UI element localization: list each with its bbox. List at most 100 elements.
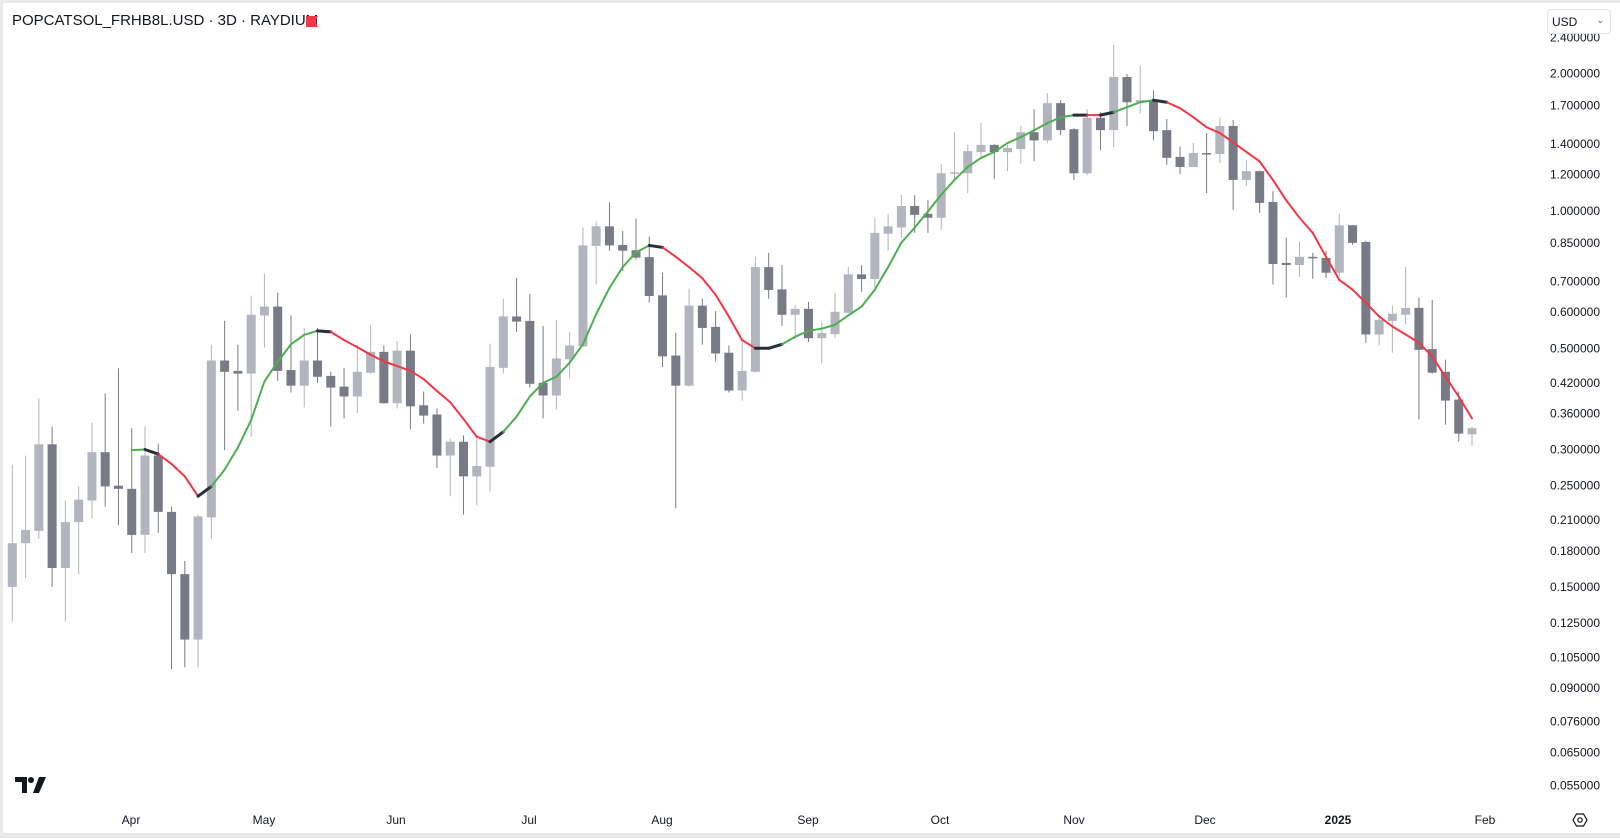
- candle[interactable]: [671, 333, 681, 509]
- candle[interactable]: [976, 122, 986, 158]
- candle[interactable]: [711, 311, 721, 362]
- candle[interactable]: [392, 341, 402, 409]
- candle[interactable]: [100, 393, 110, 507]
- candle[interactable]: [326, 371, 336, 427]
- candle[interactable]: [1268, 191, 1278, 285]
- candle[interactable]: [750, 256, 760, 373]
- candle[interactable]: [379, 345, 389, 404]
- candle[interactable]: [1348, 224, 1358, 245]
- candle[interactable]: [47, 426, 57, 587]
- candle[interactable]: [286, 315, 296, 393]
- candle[interactable]: [883, 213, 893, 251]
- candle[interactable]: [538, 325, 548, 419]
- candle[interactable]: [339, 367, 349, 419]
- candle[interactable]: [684, 288, 694, 387]
- candle[interactable]: [949, 132, 959, 179]
- candle[interactable]: [259, 273, 269, 348]
- candle[interactable]: [1215, 117, 1225, 164]
- candle[interactable]: [1427, 299, 1437, 374]
- candle[interactable]: [565, 331, 575, 379]
- candle[interactable]: [1109, 44, 1119, 148]
- candle[interactable]: [87, 422, 97, 519]
- candle[interactable]: [140, 426, 150, 553]
- candle[interactable]: [21, 455, 31, 578]
- candle[interactable]: [1374, 314, 1384, 346]
- candle[interactable]: [551, 319, 561, 410]
- candle[interactable]: [1241, 160, 1251, 186]
- candle[interactable]: [525, 293, 535, 388]
- candle[interactable]: [113, 368, 123, 525]
- candle[interactable]: [1294, 241, 1304, 277]
- candle[interactable]: [485, 343, 495, 492]
- candle[interactable]: [1003, 144, 1013, 172]
- candle[interactable]: [34, 398, 44, 539]
- candle[interactable]: [366, 324, 376, 374]
- candle[interactable]: [1122, 73, 1132, 126]
- candle[interactable]: [936, 163, 946, 230]
- candle[interactable]: [830, 292, 840, 339]
- candle[interactable]: [644, 236, 654, 303]
- candle[interactable]: [1361, 240, 1371, 343]
- candle[interactable]: [74, 486, 84, 575]
- candle[interactable]: [843, 267, 853, 314]
- candle[interactable]: [1149, 90, 1159, 141]
- candle[interactable]: [724, 345, 734, 393]
- candle[interactable]: [1467, 426, 1477, 446]
- candle[interactable]: [989, 143, 999, 179]
- settings-gear-icon[interactable]: [1572, 812, 1588, 828]
- candle[interactable]: [1414, 297, 1424, 420]
- candle[interactable]: [352, 344, 362, 413]
- candle[interactable]: [697, 298, 707, 345]
- candle[interactable]: [246, 295, 256, 437]
- candle[interactable]: [578, 227, 588, 348]
- candle[interactable]: [1440, 359, 1450, 425]
- candle[interactable]: [1042, 93, 1052, 144]
- candle[interactable]: [127, 428, 137, 553]
- candle[interactable]: [206, 344, 216, 539]
- candle[interactable]: [777, 265, 787, 326]
- candle[interactable]: [7, 464, 17, 622]
- candle[interactable]: [658, 272, 668, 367]
- candle[interactable]: [896, 195, 906, 238]
- candle[interactable]: [498, 298, 508, 374]
- candle[interactable]: [153, 443, 163, 533]
- candle[interactable]: [737, 340, 747, 401]
- candle[interactable]: [1016, 125, 1026, 164]
- candle[interactable]: [1454, 391, 1464, 442]
- candle[interactable]: [193, 514, 203, 668]
- candle[interactable]: [313, 327, 323, 383]
- candle[interactable]: [1162, 118, 1172, 166]
- candle[interactable]: [180, 560, 190, 668]
- candle[interactable]: [963, 144, 973, 194]
- candle[interactable]: [764, 252, 774, 299]
- tradingview-logo[interactable]: [15, 777, 46, 793]
- candle[interactable]: [1082, 109, 1092, 176]
- candle[interactable]: [273, 292, 283, 381]
- candle[interactable]: [445, 438, 455, 497]
- candle[interactable]: [512, 277, 522, 332]
- candle[interactable]: [419, 391, 429, 424]
- candle[interactable]: [804, 301, 813, 343]
- candle[interactable]: [1228, 119, 1238, 210]
- candle[interactable]: [1281, 237, 1291, 298]
- flag-icon[interactable]: [306, 16, 318, 27]
- candle[interactable]: [857, 265, 867, 292]
- candle[interactable]: [1334, 213, 1344, 277]
- candle[interactable]: [1188, 142, 1198, 168]
- candle[interactable]: [220, 320, 230, 451]
- candle[interactable]: [472, 437, 482, 506]
- candle[interactable]: [458, 435, 468, 515]
- candle[interactable]: [299, 327, 309, 408]
- candle[interactable]: [604, 202, 614, 251]
- candle[interactable]: [591, 221, 601, 285]
- candle[interactable]: [1175, 146, 1185, 175]
- candle[interactable]: [1202, 133, 1212, 194]
- candle[interactable]: [618, 230, 628, 272]
- candle[interactable]: [167, 506, 177, 670]
- currency-select[interactable]: USD ⌄: [1547, 9, 1611, 34]
- candle[interactable]: [1308, 252, 1318, 279]
- candle[interactable]: [923, 200, 933, 233]
- candle[interactable]: [405, 334, 415, 430]
- candle[interactable]: [790, 304, 800, 339]
- candle[interactable]: [870, 217, 880, 292]
